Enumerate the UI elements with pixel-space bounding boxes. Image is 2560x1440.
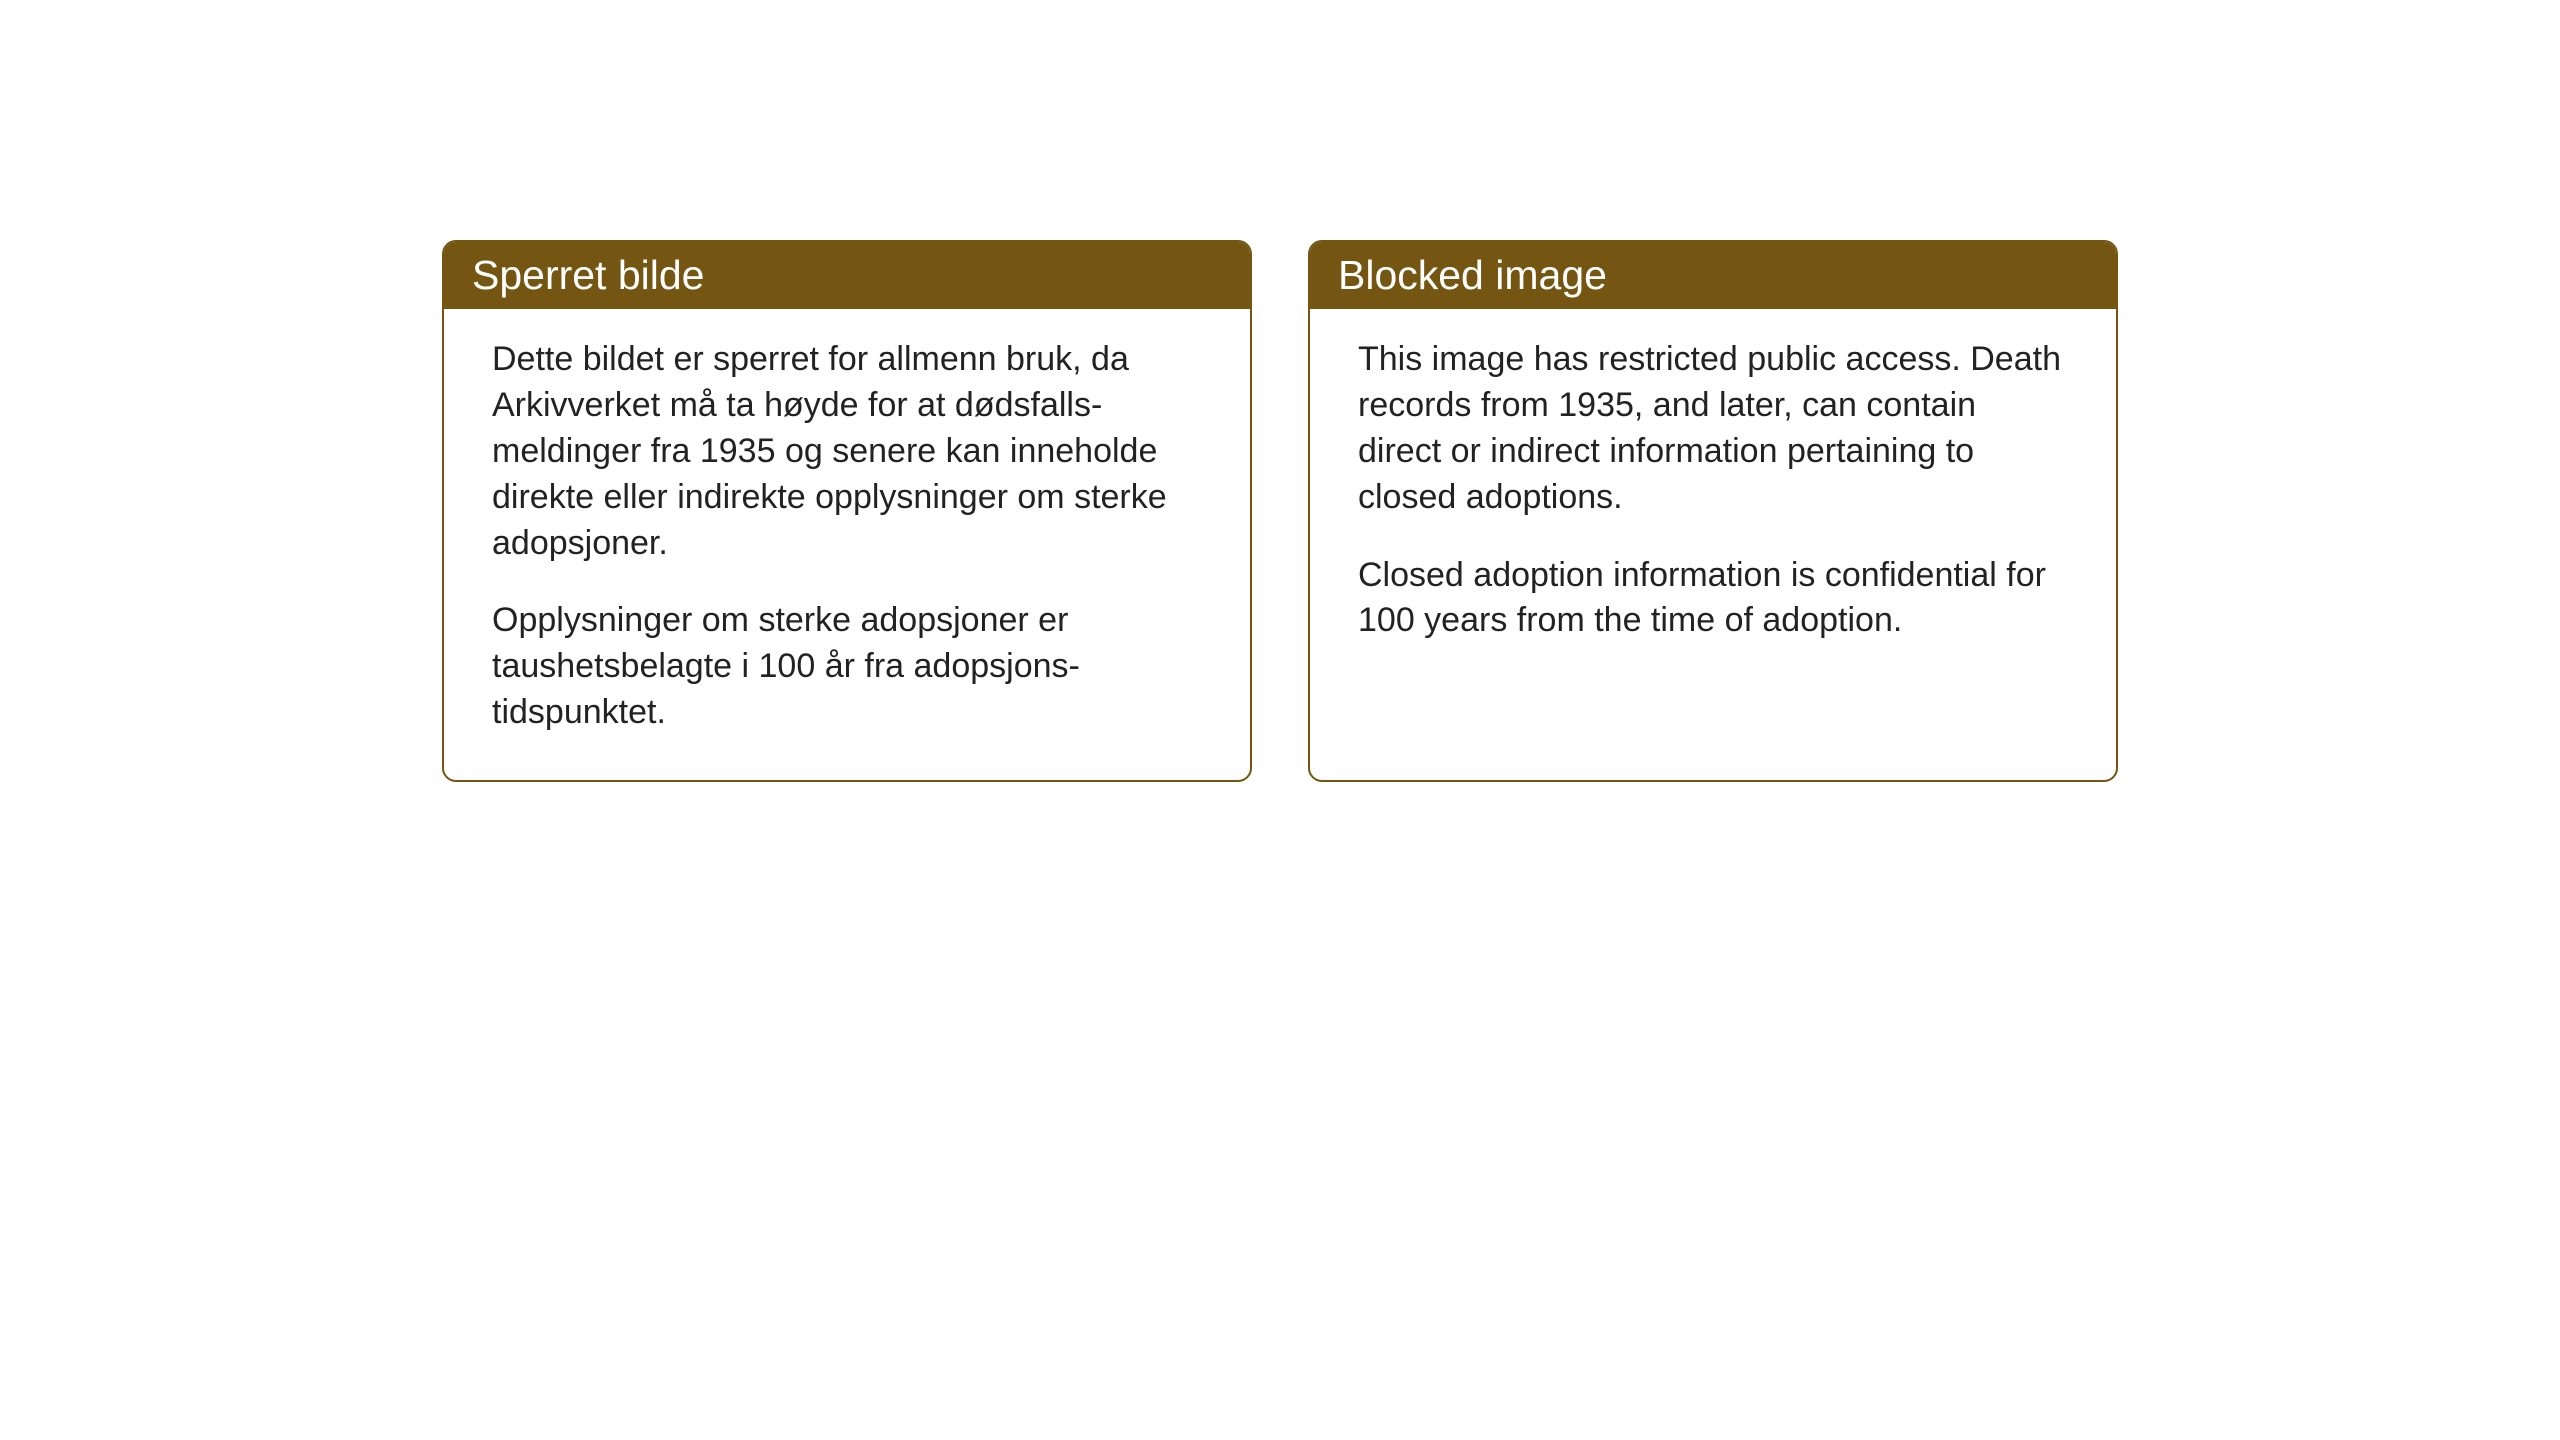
english-paragraph-1: This image has restricted public access.… [1358,337,2068,521]
english-paragraph-2: Closed adoption information is confident… [1358,553,2068,645]
norwegian-card-body: Dette bildet er sperret for allmenn bruk… [444,309,1250,780]
english-card-title: Blocked image [1310,242,2116,309]
cards-container: Sperret bilde Dette bildet er sperret fo… [442,240,2118,782]
norwegian-paragraph-1: Dette bildet er sperret for allmenn bruk… [492,337,1202,566]
english-card-body: This image has restricted public access.… [1310,309,2116,688]
norwegian-paragraph-2: Opplysninger om sterke adopsjoner er tau… [492,598,1202,736]
norwegian-card-title: Sperret bilde [444,242,1250,309]
norwegian-card: Sperret bilde Dette bildet er sperret fo… [442,240,1252,782]
english-card: Blocked image This image has restricted … [1308,240,2118,782]
